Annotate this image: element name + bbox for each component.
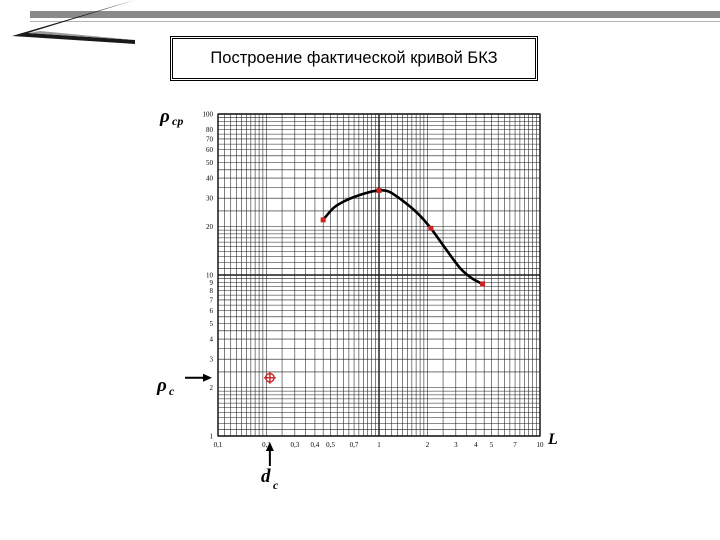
x-tick-label: 0,2 <box>262 441 271 449</box>
y-tick-label: 7 <box>210 296 214 304</box>
rho-c-symbol: ρ <box>156 375 167 396</box>
y-tick-label: 10 <box>206 272 214 280</box>
x-tick-label: 5 <box>490 441 494 449</box>
x-tick-label: 0,5 <box>326 441 335 449</box>
d-c-subscript: c <box>273 478 279 492</box>
y-axis-subscript: cp <box>172 114 183 128</box>
y-tick-label: 4 <box>210 336 214 344</box>
x-tick-label: 3 <box>454 441 458 449</box>
measured-point <box>428 225 434 231</box>
x-tick-label: 4 <box>474 441 478 449</box>
y-tick-label: 8 <box>210 287 214 295</box>
bkz-curve-line <box>321 188 484 286</box>
x-tick-label: 10 <box>537 441 545 449</box>
top-accent-bar <box>30 11 720 18</box>
rho-c-subscript: c <box>169 384 175 398</box>
y-tick-label: 1 <box>210 433 214 441</box>
chart-tick-labels: 0,1 0,2 0,3 0,4 0,5 0,7 1 2 3 4 5 7 1012345678910203… <box>203 111 545 450</box>
x-tick-label: 0,7 <box>350 441 359 449</box>
y-tick-label: 50 <box>206 159 214 167</box>
y-tick-label: 100 <box>203 111 214 119</box>
x-tick-label: 2 <box>426 441 430 449</box>
x-tick-label: 0,4 <box>311 441 320 449</box>
x-tick-label: 0,1 <box>214 441 223 449</box>
y-tick-label: 9 <box>210 279 214 287</box>
y-axis-symbol: ρ <box>159 106 170 127</box>
plot-frame <box>217 113 541 437</box>
y-tick-label: 6 <box>210 307 214 315</box>
y-tick-label: 5 <box>210 320 214 328</box>
measured-point <box>376 187 382 193</box>
y-tick-label: 20 <box>206 223 214 231</box>
chart-annotations: ρ cp L ρ c d c <box>156 106 558 492</box>
y-tick-label: 70 <box>206 135 214 143</box>
y-tick-label: 30 <box>206 195 214 203</box>
x-axis-symbol: L <box>547 431 558 448</box>
measured-point <box>480 281 486 287</box>
y-tick-label: 80 <box>206 126 214 134</box>
top-accent-line <box>30 21 720 22</box>
slide-title-box: Построение фактической кривой БКЗ <box>170 36 538 81</box>
y-tick-label: 2 <box>210 384 214 392</box>
x-tick-label: 7 <box>513 441 517 449</box>
rho-c-arrow-head <box>203 373 212 382</box>
y-tick-label: 3 <box>210 356 214 364</box>
chart-curve-layer <box>320 187 486 287</box>
slide-title: Построение фактической кривой БКЗ <box>210 49 498 67</box>
x-tick-label: 0,3 <box>290 441 299 449</box>
corner-swoosh-decoration <box>12 0 135 44</box>
x-tick-label: 1 <box>377 441 381 449</box>
d-c-symbol: d <box>261 466 271 487</box>
y-tick-label: 60 <box>206 146 214 154</box>
d-c-arrow-head <box>265 442 274 451</box>
y-tick-label: 40 <box>206 175 214 183</box>
chart-grid <box>217 113 541 437</box>
measured-point <box>320 217 326 223</box>
